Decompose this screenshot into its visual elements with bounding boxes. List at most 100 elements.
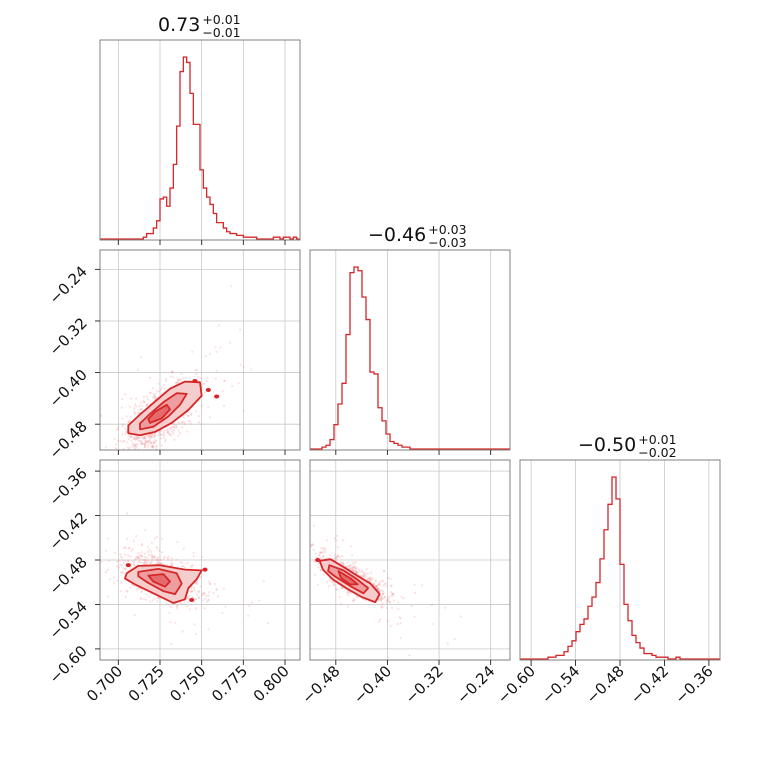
sample-point xyxy=(199,423,202,426)
sample-point xyxy=(119,440,122,443)
sample-point xyxy=(133,613,136,617)
sample-point xyxy=(164,438,167,441)
sample-point xyxy=(107,466,109,468)
sample-point xyxy=(142,598,145,601)
sample-point xyxy=(189,420,192,423)
sample-point xyxy=(153,555,156,558)
sample-point xyxy=(348,567,351,570)
sample-point xyxy=(137,456,139,458)
sample-point xyxy=(134,446,137,449)
sample-point xyxy=(171,371,174,374)
sample-point xyxy=(186,601,189,604)
sample-point xyxy=(247,614,250,617)
sample-point xyxy=(138,560,141,563)
sample-point xyxy=(266,525,268,527)
sample-point xyxy=(362,573,365,576)
sample-point xyxy=(334,556,337,560)
sample-point xyxy=(157,390,161,393)
sample-point xyxy=(212,591,215,595)
sample-point xyxy=(140,442,143,445)
sample-point xyxy=(459,615,462,618)
sample-point xyxy=(97,475,99,477)
sample-point xyxy=(188,589,191,593)
sample-point xyxy=(142,437,145,440)
sample-point xyxy=(193,586,196,590)
sample-point xyxy=(126,590,129,593)
sample-point xyxy=(138,561,141,564)
sample-point xyxy=(341,563,345,566)
sample-point xyxy=(143,443,146,447)
sample-point xyxy=(125,512,129,515)
sample-point xyxy=(170,605,173,608)
sample-point xyxy=(137,455,139,457)
title-p1: −0.46 xyxy=(368,224,426,246)
sample-point xyxy=(122,456,124,458)
sample-point xyxy=(180,602,183,605)
sample-point xyxy=(129,586,132,589)
sample-point xyxy=(123,546,126,550)
sample-point xyxy=(202,382,205,385)
sample-point xyxy=(132,450,134,452)
sample-point xyxy=(400,595,403,598)
sample-point xyxy=(258,599,261,602)
sample-point xyxy=(385,606,388,610)
pair-panel-p0-p2: −0.60−0.54−0.48−0.42−0.36 xyxy=(46,459,301,687)
sample-point xyxy=(170,428,173,431)
sample-point xyxy=(414,591,417,594)
sample-point xyxy=(218,324,221,327)
sample-point xyxy=(341,554,344,557)
sample-point xyxy=(382,590,385,593)
sample-point xyxy=(127,438,130,441)
sample-point xyxy=(351,599,355,602)
sample-point xyxy=(133,437,136,440)
sample-point xyxy=(333,581,336,584)
sample-point xyxy=(133,562,136,565)
sample-point xyxy=(125,415,128,418)
sample-point xyxy=(85,444,87,446)
sample-point xyxy=(374,580,377,583)
sample-point xyxy=(215,369,218,372)
sample-point xyxy=(171,564,174,567)
sample-point xyxy=(317,562,320,565)
sample-point xyxy=(319,551,322,554)
sample-point xyxy=(336,556,339,559)
sample-point xyxy=(186,596,189,599)
sample-point xyxy=(155,600,159,603)
sample-point xyxy=(205,594,208,597)
sample-point xyxy=(176,604,179,607)
sample-point xyxy=(316,583,319,586)
histogram-panel-p2: −0.50 +0.01−0.02 xyxy=(519,432,721,666)
sample-point xyxy=(118,559,121,563)
sample-point xyxy=(310,544,313,547)
sample-point xyxy=(190,586,193,590)
sample-point xyxy=(354,567,357,570)
sample-point xyxy=(140,443,143,446)
sample-point xyxy=(204,355,207,358)
sample-point xyxy=(392,594,395,597)
sample-point xyxy=(161,551,164,554)
sample-point xyxy=(242,365,245,368)
sample-point xyxy=(201,599,204,602)
sample-point xyxy=(339,585,342,588)
sample-point xyxy=(366,577,369,581)
sample-point xyxy=(320,551,323,554)
sample-point xyxy=(377,599,380,602)
sample-point xyxy=(354,570,358,573)
sample-point xyxy=(312,543,315,547)
sample-point xyxy=(380,596,383,599)
sample-point xyxy=(119,553,122,556)
sample-point xyxy=(131,451,133,453)
sample-point xyxy=(153,555,156,559)
sample-point xyxy=(254,521,256,523)
contour-island xyxy=(125,563,131,568)
sample-point xyxy=(113,437,116,440)
sample-point xyxy=(121,571,124,574)
x-tick-label: −0.48 xyxy=(583,662,628,707)
sample-point xyxy=(186,414,190,417)
sample-point xyxy=(124,393,127,396)
sample-point xyxy=(346,605,350,608)
sample-point xyxy=(195,582,198,585)
sample-point xyxy=(336,546,339,549)
sample-point xyxy=(131,442,134,445)
sample-point xyxy=(156,547,159,550)
